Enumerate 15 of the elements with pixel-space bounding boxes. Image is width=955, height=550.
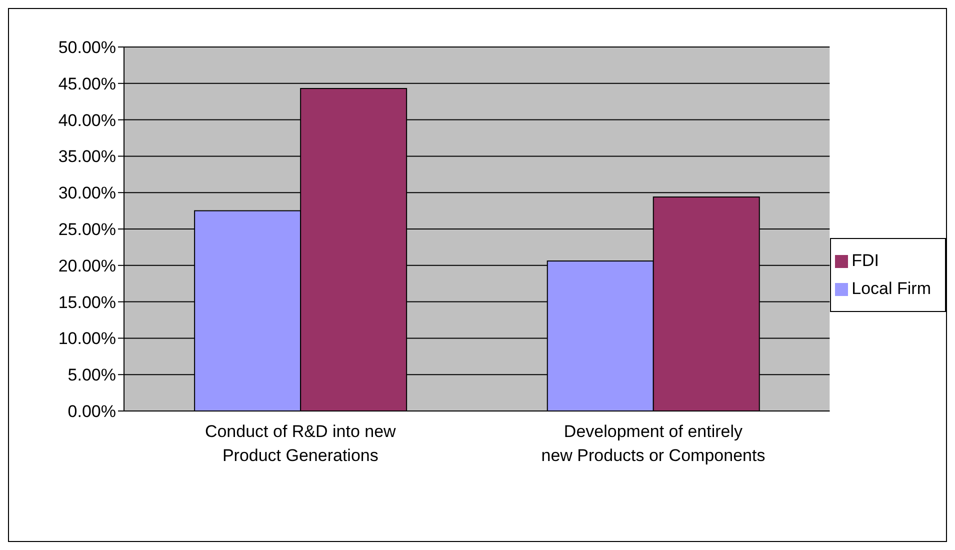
y-tick-label: 20.00% <box>58 256 116 276</box>
legend-label: FDI <box>852 251 880 270</box>
y-tick-label: 10.00% <box>58 329 116 348</box>
x-tick-label: Conduct of R&D into new Product Generations <box>204 422 397 465</box>
y-tick-label: 40.00% <box>58 110 116 130</box>
legend-label: Local Firm <box>852 279 931 298</box>
y-tick-label: 45.00% <box>58 74 116 94</box>
y-tick-label: 30.00% <box>58 184 116 203</box>
y-tick-label: 15.00% <box>58 292 116 312</box>
x-tick-label: Development of entirely new Products or Components <box>541 422 766 465</box>
y-tick-label: 50.00% <box>58 38 116 58</box>
y-tick-label: 0.00% <box>68 402 116 422</box>
y-tick-label: 35.00% <box>58 147 116 166</box>
y-tick-label: 25.00% <box>58 220 116 240</box>
y-tick-label: 5.00% <box>68 366 116 385</box>
